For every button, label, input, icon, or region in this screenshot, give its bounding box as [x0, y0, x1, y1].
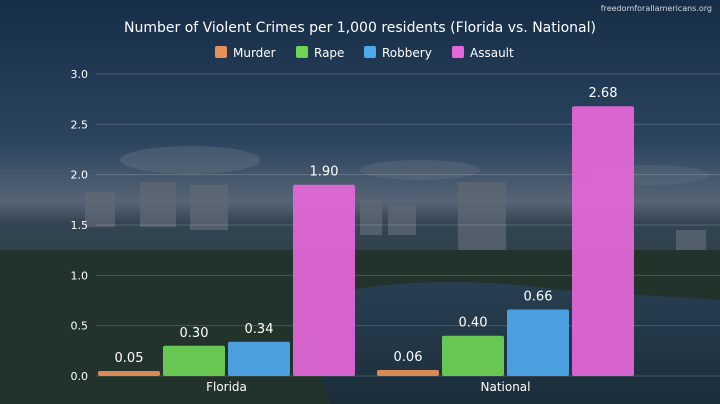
bar [98, 370, 160, 376]
legend-swatch [364, 46, 376, 58]
chart-title: Number of Violent Crimes per 1,000 resid… [124, 20, 596, 36]
legend-label: Robbery [382, 46, 432, 60]
data-label: 1.90 [310, 165, 339, 180]
y-tick-label: 0.5 [71, 320, 89, 333]
y-axis: 0.0 0.5 1.0 1.5 2.0 2.5 3.0 [71, 68, 89, 383]
bar [293, 184, 355, 376]
legend-label: Assault [470, 46, 514, 60]
legend-swatch [296, 46, 308, 58]
bar [163, 345, 225, 376]
bar [228, 341, 290, 376]
data-label: 0.06 [394, 350, 423, 365]
x-tick-label: National [480, 380, 530, 394]
data-label: 0.05 [115, 351, 144, 366]
data-label: 0.40 [459, 316, 488, 331]
data-label: 2.68 [589, 86, 618, 101]
bar [377, 369, 439, 376]
y-tick-label: 0.0 [71, 370, 89, 383]
watermark: freedomforallamericans.org [600, 4, 712, 13]
x-axis: Florida National [206, 380, 530, 394]
legend-label: Murder [233, 46, 276, 60]
legend-label: Rape [314, 46, 344, 60]
bar [442, 335, 504, 376]
data-label: 0.66 [524, 290, 553, 305]
y-tick-label: 1.0 [71, 269, 89, 282]
y-tick-label: 2.5 [71, 118, 89, 131]
y-tick-label: 3.0 [71, 68, 89, 81]
legend-swatch [215, 46, 227, 58]
y-tick-label: 2.0 [71, 169, 89, 182]
legend-swatch [452, 46, 464, 58]
y-tick-label: 1.5 [71, 219, 89, 232]
bar [572, 106, 634, 377]
data-label: 0.34 [245, 322, 274, 337]
legend: Murder Rape Robbery Assault [215, 46, 514, 60]
bar [507, 309, 569, 376]
x-tick-label: Florida [206, 380, 247, 394]
data-label: 0.30 [180, 326, 209, 341]
bars: 0.05 0.30 0.34 1.90 0.06 0.40 0.66 2.68 [98, 86, 634, 377]
